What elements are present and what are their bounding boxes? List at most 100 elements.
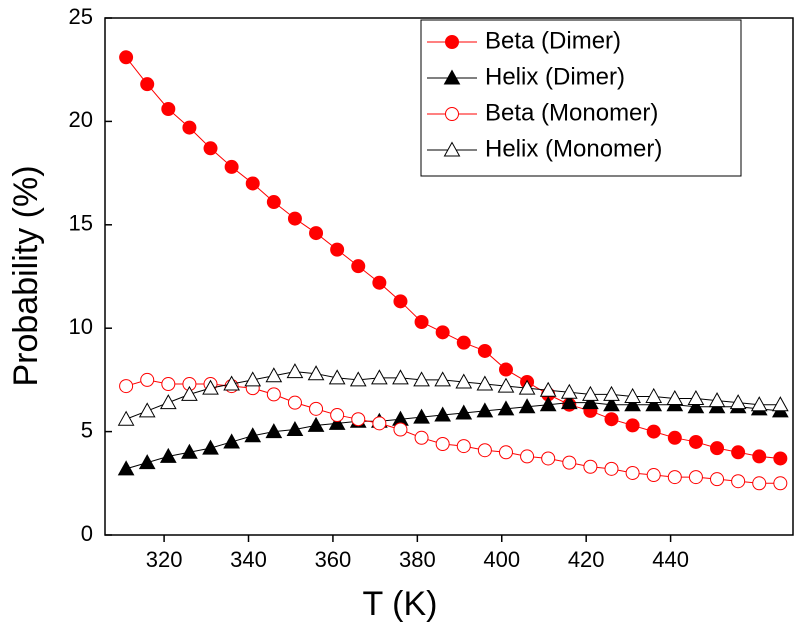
marker: [603, 385, 620, 401]
marker: [498, 445, 513, 460]
marker: [520, 449, 535, 464]
legend-label: Beta (Monomer): [485, 99, 658, 126]
marker: [161, 101, 176, 116]
legend-label: Helix (Monomer): [485, 135, 662, 162]
marker: [456, 439, 471, 454]
marker: [497, 400, 515, 416]
marker: [687, 389, 705, 406]
marker: [266, 387, 281, 402]
marker: [560, 394, 578, 410]
marker: [245, 176, 260, 191]
series-line: [125, 402, 781, 470]
marker: [330, 408, 345, 423]
marker: [603, 396, 620, 412]
marker: [497, 377, 515, 393]
marker: [265, 423, 283, 439]
legend-marker: [445, 35, 459, 49]
marker: [349, 371, 367, 387]
marker: [307, 416, 325, 432]
marker: [645, 387, 663, 403]
marker: [244, 371, 262, 387]
y-tick-label: 5: [81, 417, 93, 442]
marker: [351, 412, 366, 427]
marker: [328, 369, 346, 385]
x-axis-title: T (K): [363, 585, 438, 623]
marker: [265, 367, 283, 383]
marker: [351, 259, 366, 274]
marker: [117, 460, 135, 476]
marker: [223, 433, 240, 449]
y-tick-label: 10: [69, 314, 93, 339]
marker: [688, 434, 703, 449]
series-line: [125, 379, 781, 484]
marker: [645, 396, 663, 412]
marker: [223, 375, 240, 391]
marker: [140, 77, 155, 92]
x-tick-label: 380: [399, 547, 436, 572]
x-tick-label: 440: [652, 547, 689, 572]
marker: [731, 474, 746, 489]
marker: [752, 476, 767, 491]
x-tick-label: 400: [483, 547, 520, 572]
marker: [625, 465, 640, 480]
marker: [710, 441, 725, 456]
marker: [330, 242, 345, 257]
marker: [498, 362, 513, 377]
x-tick-label: 340: [230, 547, 267, 572]
marker: [182, 120, 197, 135]
marker: [266, 195, 281, 210]
marker: [224, 159, 239, 174]
marker: [434, 371, 452, 387]
marker: [140, 372, 155, 387]
marker: [159, 447, 177, 463]
marker: [752, 449, 767, 464]
plot-frame: [104, 17, 794, 536]
marker: [710, 472, 725, 487]
marker: [518, 379, 536, 395]
marker: [582, 394, 599, 410]
marker: [117, 410, 135, 426]
marker: [161, 377, 176, 392]
marker: [286, 421, 304, 437]
legend-marker: [443, 141, 461, 157]
series: [117, 394, 789, 476]
marker: [708, 392, 726, 408]
y-tick-label: 25: [69, 4, 93, 29]
marker: [518, 398, 536, 414]
marker: [729, 394, 747, 410]
marker: [413, 408, 430, 424]
series: [117, 363, 789, 426]
x-tick-label: 420: [568, 547, 605, 572]
marker: [287, 211, 302, 226]
marker: [477, 443, 492, 458]
marker: [455, 373, 473, 389]
marker: [138, 402, 156, 418]
marker: [476, 402, 494, 418]
marker: [413, 371, 430, 387]
marker: [456, 335, 471, 350]
x-tick-label: 320: [146, 547, 183, 572]
marker: [435, 437, 450, 452]
marker: [604, 412, 619, 427]
marker: [646, 424, 661, 439]
marker: [666, 389, 684, 406]
marker: [307, 365, 325, 381]
marker: [392, 369, 409, 385]
marker: [750, 396, 768, 412]
y-axis-title: Probability (%): [7, 165, 45, 386]
marker: [159, 394, 177, 410]
series: [119, 372, 788, 491]
marker: [731, 445, 746, 460]
legend-marker: [443, 69, 461, 85]
marker: [477, 343, 492, 358]
marker: [309, 226, 324, 241]
marker: [560, 383, 578, 399]
marker: [244, 427, 262, 443]
y-tick-label: 20: [69, 107, 93, 132]
marker: [203, 141, 218, 156]
y-tick-label: 15: [69, 211, 93, 236]
marker: [773, 476, 788, 491]
marker: [393, 422, 408, 437]
marker: [414, 430, 429, 445]
